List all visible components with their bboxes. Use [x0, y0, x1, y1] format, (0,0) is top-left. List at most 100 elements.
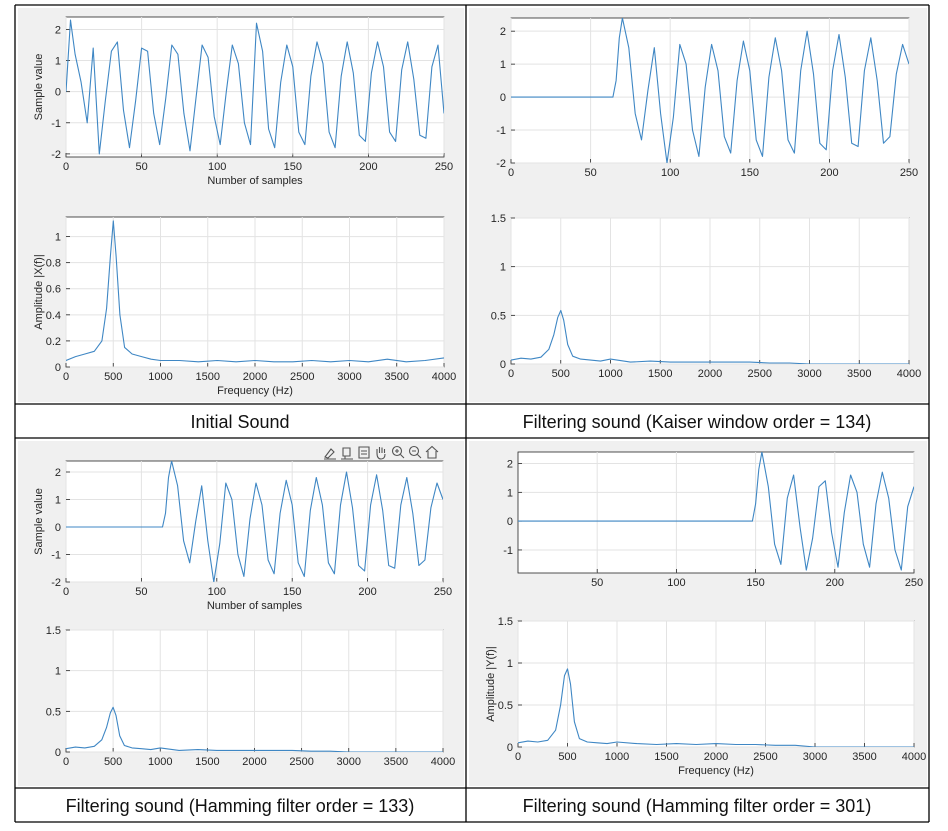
x-tick-label: 50: [135, 586, 147, 598]
y-tick-label: 2: [55, 467, 61, 479]
y-tick-label: 1: [500, 59, 506, 71]
data-tip-glyph: [341, 447, 353, 460]
y-tick-label: -1: [496, 125, 506, 137]
x-tick-label: 100: [208, 161, 226, 173]
x-tick-label: 3000: [797, 368, 821, 380]
series-line-time: [66, 461, 443, 582]
y-tick-label: 1: [507, 658, 513, 670]
home-glyph: [425, 445, 439, 459]
x-tick-label: 250: [435, 161, 453, 173]
x-tick-label: 0: [63, 756, 69, 768]
zoom-out-glyph: [412, 450, 422, 459]
series-line-time: [511, 18, 909, 163]
y-tick-label: -1: [51, 118, 61, 130]
time-plot-area: [65, 16, 445, 158]
y-tick-label: 0: [500, 92, 506, 104]
y-tick-label: 1: [55, 666, 61, 678]
panel-1-time-axes: 0 50 100 150 200 250 -2 -1 0 1 2: [496, 17, 918, 179]
zoom-in-lens: [391, 445, 403, 457]
x-tick-label: 2000: [242, 756, 266, 768]
table-borders: [14, 4, 930, 823]
y-tick-label: -1: [51, 550, 61, 562]
x-tick-label: 3000: [337, 371, 361, 383]
pan-icon[interactable]: [376, 447, 386, 460]
x-tick-label: 150: [284, 161, 302, 173]
zoom-in-icon[interactable]: [391, 445, 405, 459]
y-tick-label: 0: [55, 747, 61, 759]
y-tick-label: 0.8: [46, 258, 61, 270]
caption-kaiser-134: Filtering sound (Kaiser window order = 1…: [523, 412, 872, 432]
y-tick-label: 1: [55, 495, 61, 507]
x-tick-label: 1500: [196, 371, 220, 383]
time-x-axis-label: Number of samples: [207, 600, 303, 612]
home-icon[interactable]: [425, 445, 439, 459]
y-tick-label: 0.4: [46, 310, 61, 322]
panel-1-spectrum-axes: 0 500 1000 1500 2000 2500 3000 3500 4000 0 0.5 1 1.5: [491, 213, 922, 380]
x-tick-label: 2000: [243, 371, 267, 383]
y-tick-label: -2: [51, 577, 61, 589]
x-tick-label: 200: [820, 167, 838, 179]
x-tick-label: 150: [741, 167, 759, 179]
x-tick-label: 1000: [605, 751, 629, 763]
x-tick-label: 100: [667, 577, 685, 589]
caption-initial-sound: Initial Sound: [190, 412, 289, 432]
x-tick-label: 3500: [385, 371, 409, 383]
panel-2-spectrum-axes: 0 500 1000 1500 2000 2500 3000 3500 4000 0 0.5 1 1.5: [46, 625, 456, 768]
x-tick-label: 1500: [195, 756, 219, 768]
x-tick-label: 150: [283, 586, 301, 598]
y-tick-label: 1.5: [498, 616, 513, 628]
x-tick-label: 0: [515, 751, 521, 763]
x-tick-label: 500: [104, 756, 122, 768]
y-tick-label: 0: [507, 742, 513, 754]
x-tick-label: 50: [591, 577, 603, 589]
y-tick-label: 1: [55, 232, 61, 244]
x-tick-label: 1000: [148, 371, 172, 383]
x-tick-label: 50: [135, 161, 147, 173]
x-tick-label: 200: [358, 586, 376, 598]
legend-glyph: [358, 446, 370, 459]
x-tick-label: 0: [63, 586, 69, 598]
y-tick-label: 0.2: [46, 336, 61, 348]
x-tick-label: 250: [900, 167, 918, 179]
y-tick-label: 1: [507, 487, 513, 499]
zoom-out-icon[interactable]: [408, 445, 422, 459]
x-tick-label: 2500: [748, 368, 772, 380]
x-tick-label: 100: [661, 167, 679, 179]
x-tick-label: 500: [104, 371, 122, 383]
zoom-in-glyph: [395, 449, 405, 459]
x-tick-label: 4000: [902, 751, 926, 763]
legend-icon[interactable]: [358, 446, 370, 459]
panel-3-time-axes: 50 100 150 200 250 -1 0 1 2: [503, 451, 923, 589]
y-tick-label: 0.5: [498, 700, 513, 712]
y-tick-label: -1: [503, 545, 513, 557]
panel-0-spectrum-axes: 0 500 1000 1500 2000 2500 3000 3500 4000 0 0.2 0.4 0…: [33, 216, 456, 397]
x-tick-label: 3000: [803, 751, 827, 763]
brush-icon[interactable]: [324, 448, 336, 460]
x-tick-label: 3500: [852, 751, 876, 763]
time-y-axis-label: Sample value: [33, 54, 45, 121]
x-tick-label: 500: [552, 368, 570, 380]
x-tick-label: 0: [63, 371, 69, 383]
axes-toolbar: [324, 445, 439, 460]
x-tick-label: 200: [359, 161, 377, 173]
y-tick-label: 1.5: [46, 625, 61, 637]
x-tick-label: 3000: [337, 756, 361, 768]
panel-3-spectrum-axes: 0 500 1000 1500 2000 2500 3000 3500 4000 0 0.5 1 1.5…: [485, 616, 926, 777]
y-tick-label: 0.5: [491, 310, 506, 322]
panel-2-time-axes: 0 50 100 150 200 250 -2 -1 0 1 2 Number of samples S…: [33, 460, 452, 612]
time-y-axis-label: Sample value: [33, 488, 45, 555]
x-tick-label: 500: [558, 751, 576, 763]
brush-glyph: [324, 448, 336, 460]
pan-glyph: [376, 447, 386, 460]
spectrum-y-axis-label: Amplitude |X(f)|: [33, 254, 45, 329]
spectrum-x-axis-label: Frequency (Hz): [217, 385, 293, 397]
x-tick-label: 0: [508, 368, 514, 380]
y-tick-label: 2: [507, 459, 513, 471]
y-tick-label: 0.6: [46, 284, 61, 296]
data-tip-icon[interactable]: [341, 447, 353, 460]
y-tick-label: 2: [500, 26, 506, 38]
x-tick-label: 3500: [384, 756, 408, 768]
